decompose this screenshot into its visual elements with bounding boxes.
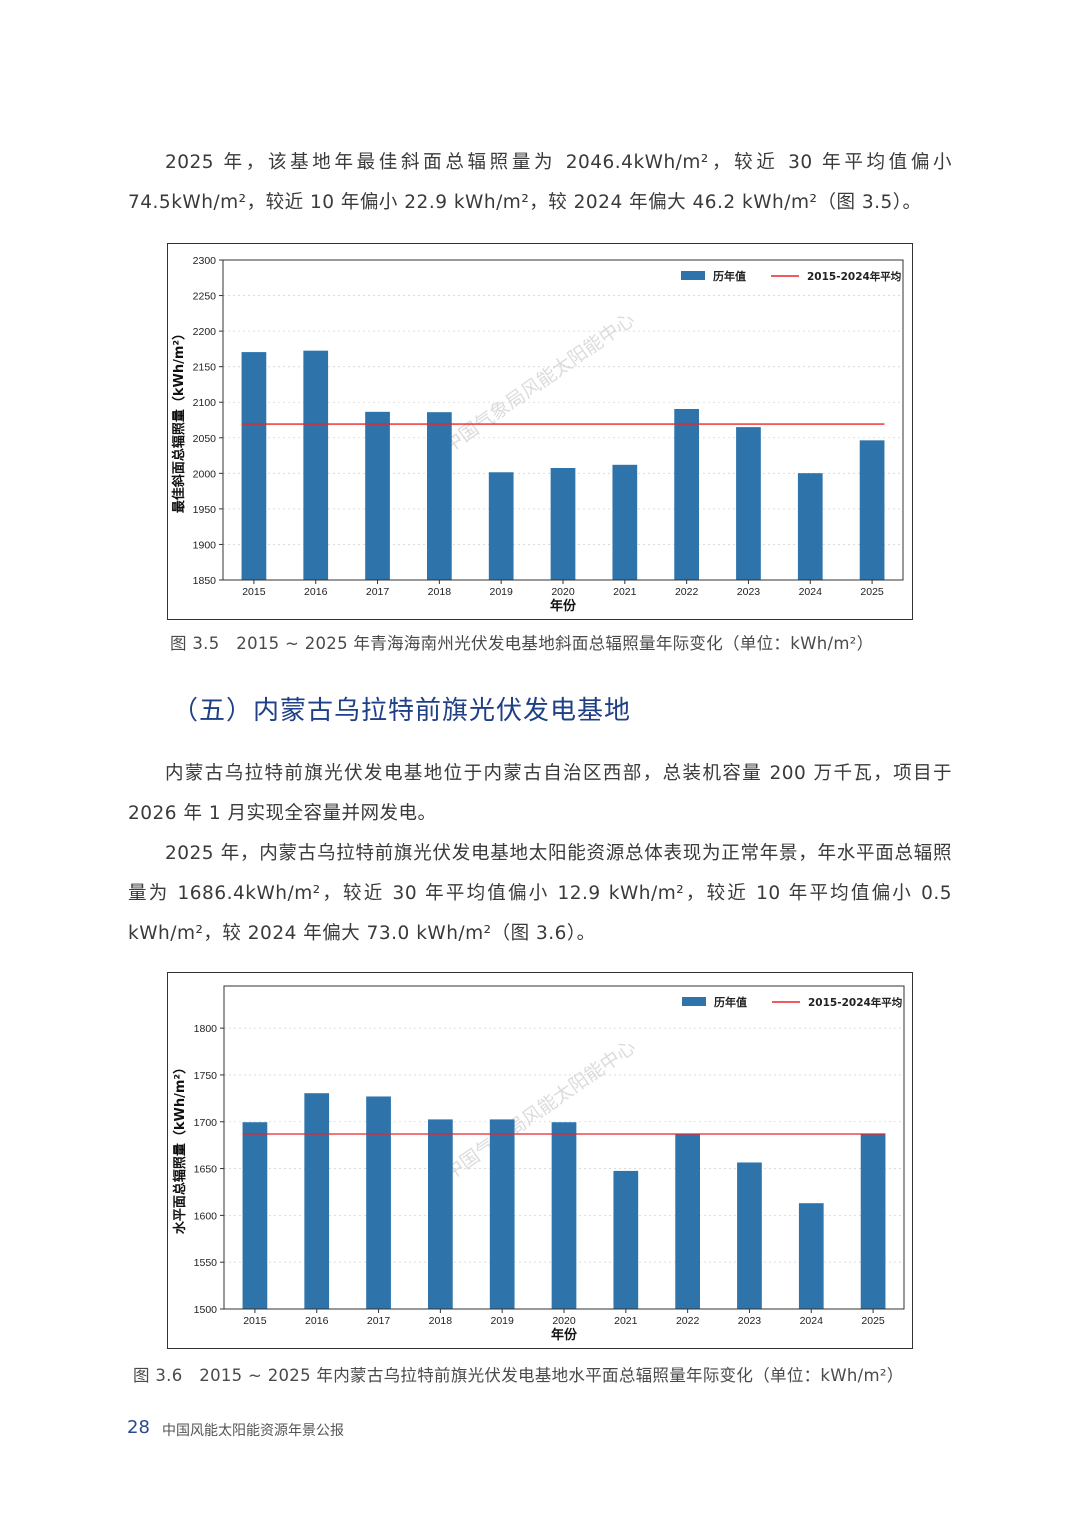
bar-2022 bbox=[674, 408, 699, 580]
figure-2-frame: 1500 1550 1600 1650 1700 1750 1800 中国气象局风能太阳能中心… bbox=[167, 972, 913, 1349]
y-tick-label: 1800 bbox=[194, 1023, 218, 1035]
y-tick-label: 2100 bbox=[193, 397, 217, 409]
bar-2025 bbox=[860, 1134, 886, 1309]
x-tick-label: 2017 bbox=[366, 586, 390, 598]
y-tick-label: 2200 bbox=[193, 326, 217, 338]
bar-2023 bbox=[736, 427, 761, 580]
bar-2020 bbox=[551, 1122, 577, 1309]
bar-2016 bbox=[304, 1093, 330, 1309]
plot-area-border bbox=[223, 985, 905, 1310]
x-axis-label: 年份 bbox=[551, 1327, 578, 1343]
bar-2016 bbox=[303, 350, 329, 580]
figure-2-caption: 图 3.6 2015 ~ 2025 年内蒙古乌拉特前旗光伏发电基地水平面总辐照量… bbox=[133, 1366, 904, 1385]
y-tick-label: 1500 bbox=[194, 1304, 218, 1316]
x-tick-label: 2018 bbox=[428, 586, 452, 598]
legend-bar-swatch bbox=[682, 997, 706, 1006]
y-tick-label: 1950 bbox=[193, 504, 217, 516]
x-tick-label: 2024 bbox=[800, 1315, 824, 1327]
bar-2019 bbox=[488, 472, 514, 580]
bar-2018 bbox=[428, 1119, 453, 1309]
x-tick-label: 2025 bbox=[860, 586, 884, 598]
bar-2018 bbox=[427, 412, 452, 580]
intro-paragraph-text: 2025 年，该基地年最佳斜面总辐照量为 2046.4kWh/m²，较近 30 … bbox=[128, 152, 952, 213]
y-axis-label: 水平面总辐照量（kWh/m²） bbox=[172, 1061, 188, 1234]
y-tick-label: 2150 bbox=[193, 362, 217, 374]
x-tick-label: 2016 bbox=[304, 586, 328, 598]
publication-title: 中国风能太阳能资源年景公报 bbox=[162, 1423, 344, 1439]
y-tick-label: 1600 bbox=[194, 1210, 218, 1222]
intro-paragraph: 2025 年，该基地年最佳斜面总辐照量为 2046.4kWh/m²，较近 30 … bbox=[128, 143, 952, 223]
x-tick-label: 2022 bbox=[676, 1315, 700, 1327]
bar-2023 bbox=[737, 1162, 762, 1309]
figure-1-frame: 1850 1900 1950 2000 2050 2100 2150 2200 2250 2300… bbox=[167, 243, 913, 620]
bar-2021 bbox=[613, 1170, 639, 1309]
y-axis-label: 最佳斜面总辐照量（kWh/m²） bbox=[171, 327, 187, 513]
page-number: 28 bbox=[127, 1417, 150, 1438]
bar-2024 bbox=[797, 473, 823, 580]
x-axis-label: 年份 bbox=[550, 598, 577, 614]
x-tick-label: 2015 bbox=[243, 1315, 267, 1327]
section-title: （五）内蒙古乌拉特前旗光伏发电基地 bbox=[172, 696, 632, 726]
bar-2020 bbox=[550, 468, 576, 580]
legend-bar-swatch bbox=[681, 271, 705, 280]
legend-bar-label: 历年值 bbox=[714, 995, 747, 1009]
bar-2015 bbox=[242, 1122, 268, 1309]
bar-2019 bbox=[489, 1119, 515, 1309]
x-tick-label: 2015 bbox=[242, 586, 266, 598]
x-tick-label: 2022 bbox=[675, 586, 699, 598]
x-tick-label: 2018 bbox=[429, 1315, 453, 1327]
x-tick-label: 2016 bbox=[305, 1315, 329, 1327]
bar-2017 bbox=[365, 411, 390, 580]
legend-line-label: 2015-2024年平均 bbox=[807, 270, 901, 283]
x-tick-label: 2019 bbox=[491, 1315, 515, 1327]
x-tick-label: 2023 bbox=[738, 1315, 762, 1327]
bar-2022 bbox=[675, 1133, 700, 1309]
y-tick-label: 1550 bbox=[194, 1257, 218, 1269]
y-tick-label: 1750 bbox=[194, 1070, 218, 1082]
y-tick-label: 2250 bbox=[193, 291, 217, 303]
x-tick-label: 2023 bbox=[737, 586, 761, 598]
bar-2017 bbox=[366, 1096, 391, 1309]
y-tick-label: 1850 bbox=[193, 575, 217, 587]
y-tick-label: 1900 bbox=[193, 539, 217, 551]
x-tick-label: 2025 bbox=[861, 1315, 885, 1327]
y-tick-label: 1700 bbox=[194, 1117, 218, 1129]
legend-line-label: 2015-2024年平均 bbox=[808, 996, 902, 1009]
y-tick-label: 2050 bbox=[193, 433, 217, 445]
bar-2021 bbox=[612, 464, 638, 580]
y-tick-label: 2000 bbox=[193, 468, 217, 480]
figure-1-chart: 1850 1900 1950 2000 2050 2100 2150 2200 2250 2300… bbox=[171, 255, 904, 614]
x-tick-label: 2020 bbox=[552, 1315, 576, 1327]
legend-bar-label: 历年值 bbox=[713, 269, 746, 283]
section-body: 内蒙古乌拉特前旗光伏发电基地位于内蒙古自治区西部，总装机容量 200 万千瓦，项… bbox=[128, 754, 952, 954]
x-tick-label: 2019 bbox=[490, 586, 514, 598]
x-tick-label: 2021 bbox=[613, 586, 637, 598]
section-paragraph-2: 2025 年，内蒙古乌拉特前旗光伏发电基地太阳能资源总体表现为正常年景，年水平面… bbox=[128, 843, 952, 944]
figure-1-caption: 图 3.5 2015 ~ 2025 年青海海南州光伏发电基地斜面总辐照量年际变化… bbox=[170, 634, 874, 653]
y-tick-label: 1650 bbox=[194, 1164, 218, 1176]
bar-2024 bbox=[798, 1203, 824, 1309]
bar-2025 bbox=[859, 440, 885, 580]
section-paragraph-1: 内蒙古乌拉特前旗光伏发电基地位于内蒙古自治区西部，总装机容量 200 万千瓦，项… bbox=[128, 763, 952, 824]
x-tick-label: 2020 bbox=[551, 586, 575, 598]
x-tick-label: 2021 bbox=[614, 1315, 638, 1327]
bar-2015 bbox=[241, 352, 267, 580]
x-tick-label: 2017 bbox=[367, 1315, 391, 1327]
plot-area-border bbox=[222, 259, 904, 581]
figure-2-chart: 1500 1550 1600 1650 1700 1750 1800 中国气象局风能太阳能中心… bbox=[172, 985, 905, 1343]
watermark: 中国气象局风能太阳能中心 bbox=[440, 1036, 639, 1185]
y-tick-label: 2300 bbox=[193, 255, 217, 267]
x-tick-label: 2024 bbox=[799, 586, 823, 598]
